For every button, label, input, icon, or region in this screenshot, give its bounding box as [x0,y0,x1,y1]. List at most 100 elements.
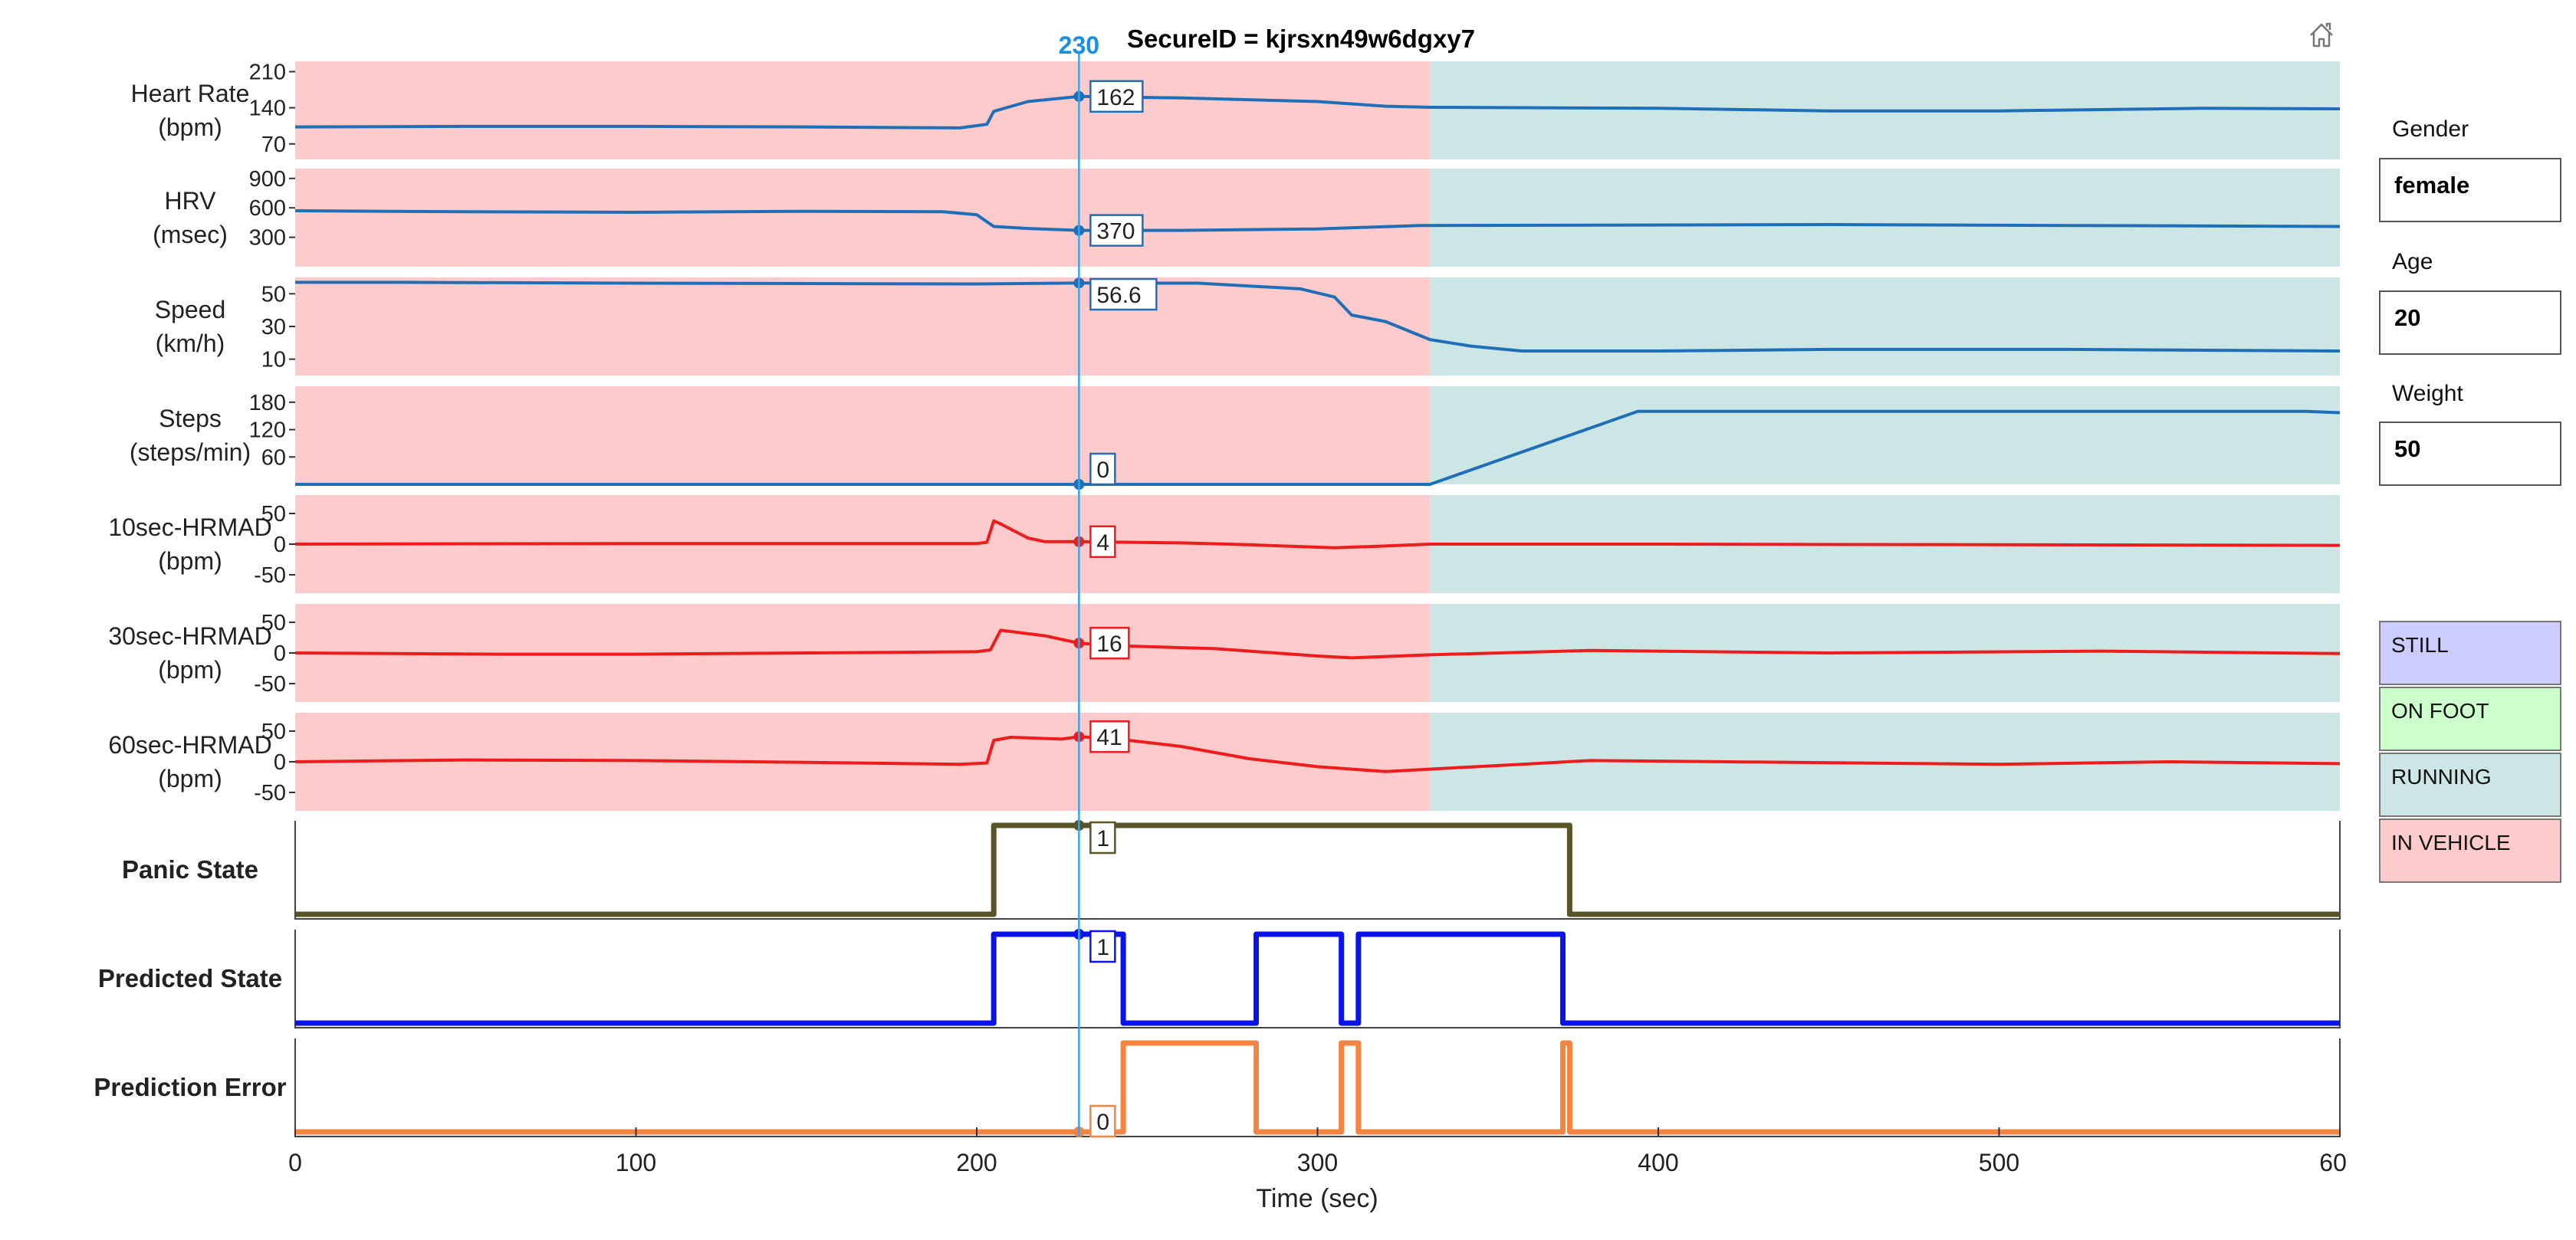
panel-label: Steps [159,405,222,432]
series-line [295,822,2340,917]
legend-still-label: STILL [2391,633,2449,657]
panel-label: (bpm) [158,656,222,684]
panel-label: Predicted State [98,964,282,992]
chart-title: SecureID = kjrsxn49w6dgxy7 [1127,25,1475,53]
x-tick-label: 400 [1638,1149,1678,1176]
y-tick-label: -50 [254,781,286,805]
cursor-value-label: 370 [1096,219,1135,244]
panel-label: (bpm) [158,113,222,141]
y-tick-label: 900 [249,167,286,192]
data-cursor: 162 370 56.6 0 4 16 41 1 1 0 230 [1059,31,1158,1138]
cursor-value-label: 0 [1096,458,1109,483]
series-line [294,735,2341,773]
x-tick-label: 300 [1297,1149,1338,1176]
x-tick-label: 100 [616,1149,656,1176]
cursor-label-box [1089,214,1144,247]
legend-on-foot: ON FOOT [2379,687,2561,751]
legend-in-vehicle: IN VEHICLE [2379,818,2561,883]
age-field[interactable]: 20 [2379,290,2561,355]
band-running [1430,277,2340,376]
y-tick-label: 50 [261,502,286,527]
panel-label: Heart Rate [131,80,250,107]
x-tick-label: 500 [1979,1149,2019,1176]
legend-on-foot-label: ON FOOT [2391,699,2489,723]
panel-label: 10sec-HRMAD [108,513,271,541]
weight-label: Weight [2392,381,2463,406]
panel-label: (bpm) [158,547,222,575]
cursor-value-label: 1 [1096,826,1109,851]
band-in-vehicle [295,386,1431,484]
y-tick-label: 180 [249,391,286,415]
cursor-label-box [1089,452,1116,486]
cursor-label-box [1089,821,1116,855]
home-button[interactable] [2306,20,2337,51]
y-tick-label: 0 [274,533,286,557]
series-line [295,931,2340,1026]
y-tick-label: 120 [249,418,286,443]
panel-label: (km/h) [156,330,225,357]
x-axis: 0 100 200 300 400 500 600 [288,1127,2346,1176]
cursor-label-box [1089,930,1116,963]
panel-label: 30sec-HRMAD [108,622,271,650]
home-icon [2310,22,2333,48]
gender-label: Gender [2392,116,2469,142]
cursor-label-box [1089,80,1144,113]
cursor-label-box [1089,1104,1116,1138]
y-tick-label: 10 [261,348,286,372]
y-tick-label: 50 [261,720,286,744]
band-in-vehicle [295,61,1431,159]
cursor-value-label: 4 [1096,530,1109,556]
y-tick-label: 0 [274,750,286,775]
series-line [294,209,2341,232]
x-axis-label: Time (sec) [1256,1184,1378,1213]
series-line [295,409,2341,486]
cursor-x-label: 230 [1059,31,1099,59]
legend-in-vehicle-label: IN VEHICLE [2391,831,2511,855]
cursor-label-box [1089,277,1158,311]
x-tick-label: 200 [956,1149,997,1176]
y-tick-label: -50 [254,563,286,588]
panel-frame [294,821,2341,920]
band-running [1430,169,2340,267]
cursor-label-box [1089,626,1130,660]
cursor-label-box [1089,720,1130,753]
y-tick-label: 70 [261,133,286,157]
y-tick-label: 300 [249,226,286,251]
cursor-label-box [1089,525,1116,559]
y-tick-label: 60 [261,445,286,470]
band-running [1430,386,2340,484]
y-tick-label: 140 [249,97,286,121]
cursor-value-label: 1 [1096,935,1109,960]
y-tick-label: 210 [249,60,286,84]
x-tick-label: 600 [2319,1149,2346,1176]
cursor-value-label: 56.6 [1096,283,1141,308]
panel-frame [294,1038,2341,1137]
legend-running: RUNNING [2379,753,2561,817]
band-in-vehicle [295,169,1431,267]
legend-running-label: RUNNING [2391,765,2492,789]
cursor-value-label: 41 [1096,725,1122,750]
panel-label: (bpm) [158,765,222,792]
band-in-vehicle [295,277,1431,376]
gender-field[interactable]: female [2379,158,2561,222]
cursor-value-label: 162 [1096,85,1135,110]
y-tick-label: -50 [254,672,286,697]
y-tick-label: 30 [261,315,286,340]
y-tick-label: 50 [261,611,286,635]
series-line [295,1040,2340,1135]
panel-frame [294,930,2341,1028]
panel-label: Speed [155,296,226,323]
y-tick-label: 0 [274,641,286,666]
age-label: Age [2392,249,2433,274]
panel-label: HRV [165,187,217,215]
panel-label: 60sec-HRMAD [108,731,271,759]
series-line [295,280,2341,353]
panel-label: (msec) [153,221,228,248]
panel-label: Prediction Error [94,1073,286,1101]
weight-field[interactable]: 50 [2379,422,2561,486]
x-tick-label: 0 [288,1149,302,1176]
panel-label: (steps/min) [130,438,251,466]
panel-label: Panic State [122,855,258,884]
